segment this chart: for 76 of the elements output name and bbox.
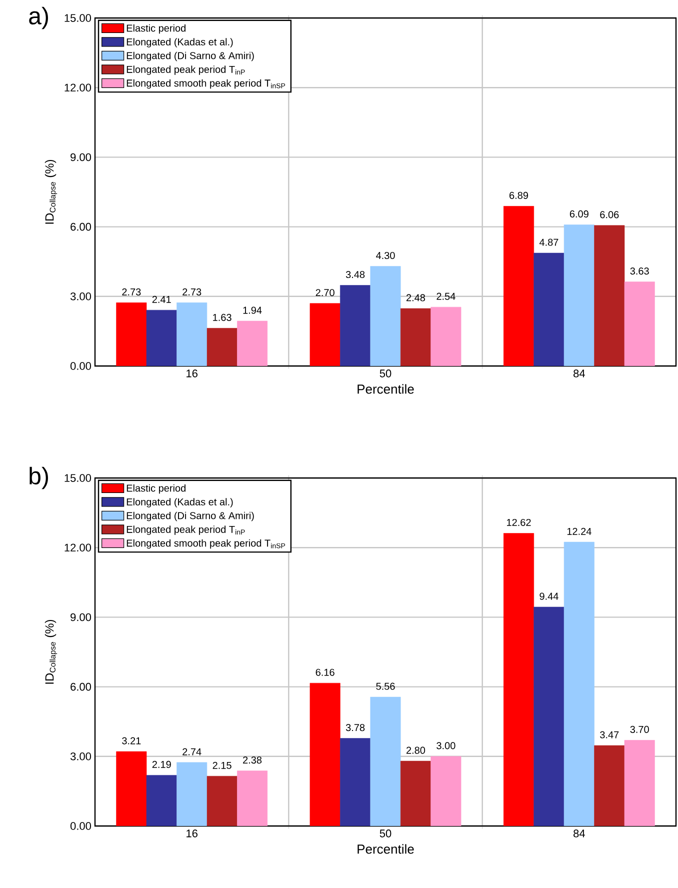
y-axis-title: ID$_{Collapse}$ (%) [44,160,58,224]
legend-label: Elongated smooth peak period T$_{inSP}$ [126,79,286,89]
data-label: 2.48 [406,294,426,302]
bar [430,756,462,826]
x-tick-label: 16 [186,830,198,838]
legend-label: Elongated (Kadas et al.) [126,38,233,48]
data-label: 3.00 [436,742,456,750]
bar [624,740,655,826]
data-label: 6.16 [316,668,334,676]
legend-label: Elongated peak period T$_{inP}$ [126,66,245,75]
data-label: 2.73 [122,288,141,296]
x-axis-title: Percentile [358,844,414,854]
data-label: 2.74 [182,748,202,756]
bar [594,225,625,366]
y-tick-label: 3.00 [70,292,92,300]
data-label: 4.30 [376,252,395,260]
data-label: 12.62 [507,518,531,526]
y-tick-label: 6.00 [70,682,92,691]
y-tick-label: 6.00 [70,222,92,231]
bar [237,770,268,826]
data-label: 3.63 [630,268,649,275]
data-label: 2.70 [316,289,334,296]
bar [430,306,462,366]
bar [206,776,238,826]
y-tick-label: 9.00 [70,613,92,622]
y-axis-title: ID$_{Collapse}$ (%) [44,620,58,684]
legend-label: Elongated smooth peak period T$_{inSP}$ [126,539,286,549]
data-label: 12.24 [567,528,592,535]
data-label: 3.47 [600,731,619,738]
legend-label: Elastic period [126,24,186,34]
data-label: 2.73 [182,288,202,296]
y-tick-label: 12.00 [64,84,92,92]
data-label: 1.63 [213,314,232,321]
data-label: 6.89 [510,192,528,199]
bar [594,745,625,826]
data-label: 9.44 [540,592,558,600]
data-label: 4.87 [539,238,558,246]
chart-title: b) [30,466,48,490]
y-tick-label: 12.00 [64,544,92,552]
y-tick-label: 0.00 [70,362,92,370]
bar [206,328,238,366]
legend-label: Elongated (Di Sarno & Amiri) [126,52,254,62]
x-tick-label: 84 [574,830,585,838]
x-tick-label: 50 [380,830,392,838]
legend-label: Elongated peak period T$_{inP}$ [126,526,245,535]
data-label: 6.06 [600,211,619,218]
legend-label: Elastic period [126,484,186,494]
data-label: 2.38 [243,756,262,764]
y-tick-label: 0.00 [70,822,92,830]
y-tick-label: 9.00 [70,153,92,162]
x-axis-title: Percentile [358,384,414,394]
x-tick-label: 16 [186,370,198,378]
data-label: 5.56 [376,682,395,690]
data-label: 2.54 [436,292,456,300]
bar [400,760,431,826]
data-label: 3.21 [122,737,141,744]
data-label: 2.15 [212,762,232,769]
data-label: 2.19 [152,760,171,768]
x-tick-label: 50 [380,370,392,378]
data-label: 1.94 [243,306,262,314]
data-label: 6.09 [570,210,588,218]
y-tick-label: 15.00 [64,14,92,22]
data-label: 2.80 [406,746,426,754]
bar [237,320,268,366]
chart-title: a) [29,6,48,30]
data-label: 2.41 [152,296,171,303]
bar [400,308,431,366]
data-label: 3.48 [346,270,365,278]
legend-label: Elongated (Di Sarno & Amiri) [126,512,254,522]
x-tick-label: 84 [574,370,585,378]
data-label: 3.70 [630,726,649,733]
y-tick-label: 15.00 [64,474,92,482]
legend-label: Elongated (Kadas et al.) [126,498,233,508]
data-label: 3.78 [346,724,365,732]
y-tick-label: 3.00 [70,752,92,760]
bar [624,282,655,366]
